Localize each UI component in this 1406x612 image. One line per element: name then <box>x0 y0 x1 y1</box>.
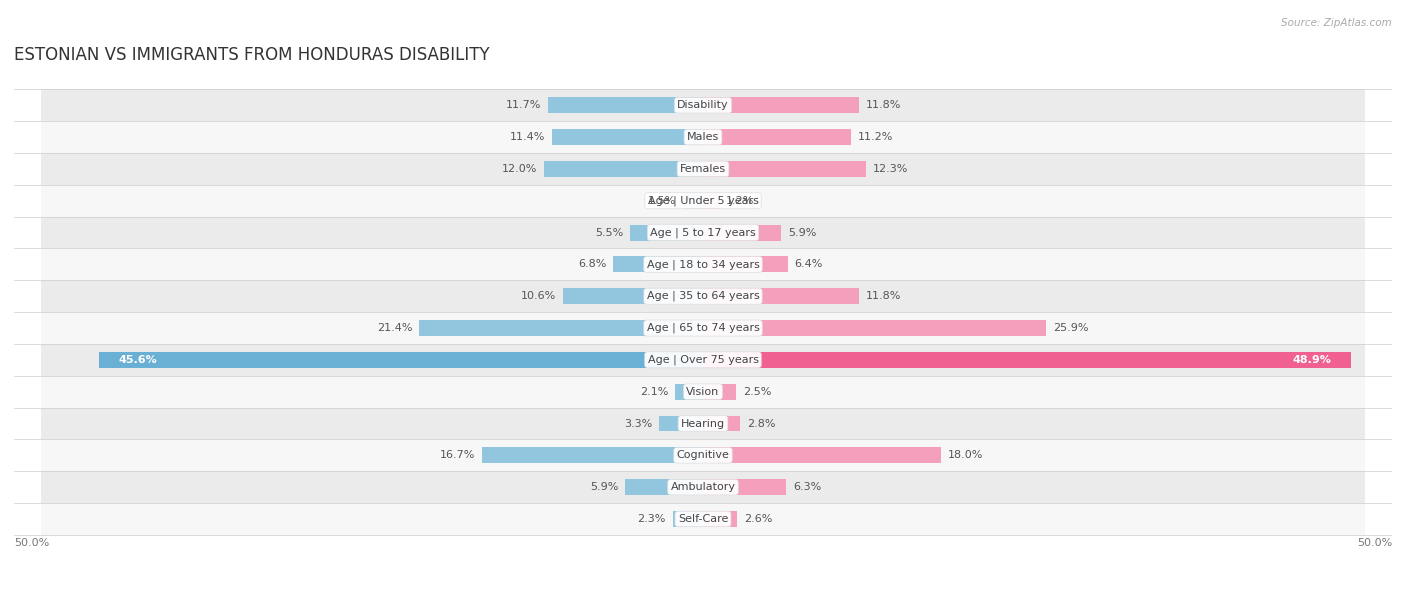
Bar <box>703 384 737 400</box>
Bar <box>41 185 1365 217</box>
Bar <box>675 384 703 400</box>
Text: 3.3%: 3.3% <box>624 419 652 428</box>
Text: Ambulatory: Ambulatory <box>671 482 735 492</box>
Bar <box>624 479 703 495</box>
Bar <box>683 193 703 209</box>
Bar <box>41 439 1365 471</box>
Text: 11.8%: 11.8% <box>866 291 901 301</box>
Bar <box>672 511 703 527</box>
Text: 6.4%: 6.4% <box>794 259 823 269</box>
Text: Age | Under 5 years: Age | Under 5 years <box>648 195 758 206</box>
Bar <box>544 161 703 177</box>
Bar <box>703 511 738 527</box>
Text: 2.8%: 2.8% <box>747 419 775 428</box>
Text: Age | 18 to 34 years: Age | 18 to 34 years <box>647 259 759 270</box>
Bar <box>41 248 1365 280</box>
Text: 12.3%: 12.3% <box>873 164 908 174</box>
Bar <box>482 447 703 463</box>
Bar <box>419 320 703 336</box>
Text: 11.4%: 11.4% <box>510 132 546 142</box>
Text: 12.0%: 12.0% <box>502 164 537 174</box>
Bar <box>548 97 703 113</box>
Bar <box>703 129 852 145</box>
Text: 5.9%: 5.9% <box>787 228 815 237</box>
Bar <box>41 471 1365 503</box>
Bar <box>703 225 782 241</box>
Text: Age | 5 to 17 years: Age | 5 to 17 years <box>650 227 756 238</box>
Text: Age | Over 75 years: Age | Over 75 years <box>648 354 758 365</box>
Bar <box>630 225 703 241</box>
Text: 45.6%: 45.6% <box>118 355 157 365</box>
Bar <box>703 447 942 463</box>
Text: 21.4%: 21.4% <box>377 323 413 333</box>
Bar <box>41 217 1365 248</box>
Text: 48.9%: 48.9% <box>1292 355 1331 365</box>
Text: 50.0%: 50.0% <box>1357 538 1392 548</box>
Bar <box>41 280 1365 312</box>
Bar <box>703 97 859 113</box>
Bar <box>41 153 1365 185</box>
Bar <box>41 121 1365 153</box>
Text: 1.5%: 1.5% <box>648 196 676 206</box>
Text: 2.5%: 2.5% <box>742 387 770 397</box>
Bar <box>703 193 718 209</box>
Text: Source: ZipAtlas.com: Source: ZipAtlas.com <box>1281 18 1392 28</box>
Bar <box>562 288 703 304</box>
Bar <box>703 288 859 304</box>
Bar <box>41 408 1365 439</box>
Text: Hearing: Hearing <box>681 419 725 428</box>
Text: Self-Care: Self-Care <box>678 514 728 524</box>
Bar <box>659 416 703 431</box>
Text: 1.2%: 1.2% <box>725 196 754 206</box>
Bar <box>553 129 703 145</box>
Text: 6.3%: 6.3% <box>793 482 821 492</box>
Bar <box>703 352 1351 368</box>
Bar <box>98 352 703 368</box>
Text: 11.2%: 11.2% <box>858 132 893 142</box>
Text: Age | 65 to 74 years: Age | 65 to 74 years <box>647 323 759 334</box>
Text: Disability: Disability <box>678 100 728 110</box>
Bar <box>41 89 1365 121</box>
Text: Age | 35 to 64 years: Age | 35 to 64 years <box>647 291 759 302</box>
Text: 50.0%: 50.0% <box>14 538 49 548</box>
Text: 11.7%: 11.7% <box>506 100 541 110</box>
Bar <box>703 320 1046 336</box>
Text: 25.9%: 25.9% <box>1053 323 1088 333</box>
Text: Cognitive: Cognitive <box>676 450 730 460</box>
Text: 18.0%: 18.0% <box>948 450 983 460</box>
Bar <box>41 312 1365 344</box>
Text: 5.9%: 5.9% <box>591 482 619 492</box>
Text: 5.5%: 5.5% <box>595 228 623 237</box>
Bar <box>41 503 1365 535</box>
Bar <box>41 376 1365 408</box>
Bar <box>41 344 1365 376</box>
Text: Females: Females <box>681 164 725 174</box>
Text: Vision: Vision <box>686 387 720 397</box>
Text: 2.6%: 2.6% <box>744 514 772 524</box>
Text: ESTONIAN VS IMMIGRANTS FROM HONDURAS DISABILITY: ESTONIAN VS IMMIGRANTS FROM HONDURAS DIS… <box>14 46 489 64</box>
Text: 2.1%: 2.1% <box>640 387 669 397</box>
Text: 2.3%: 2.3% <box>637 514 666 524</box>
Bar <box>703 256 787 272</box>
Bar <box>703 161 866 177</box>
Text: 6.8%: 6.8% <box>578 259 606 269</box>
Bar <box>613 256 703 272</box>
Text: Males: Males <box>688 132 718 142</box>
Text: 16.7%: 16.7% <box>440 450 475 460</box>
Bar <box>703 416 740 431</box>
Text: 11.8%: 11.8% <box>866 100 901 110</box>
Bar <box>703 479 786 495</box>
Text: 10.6%: 10.6% <box>520 291 555 301</box>
